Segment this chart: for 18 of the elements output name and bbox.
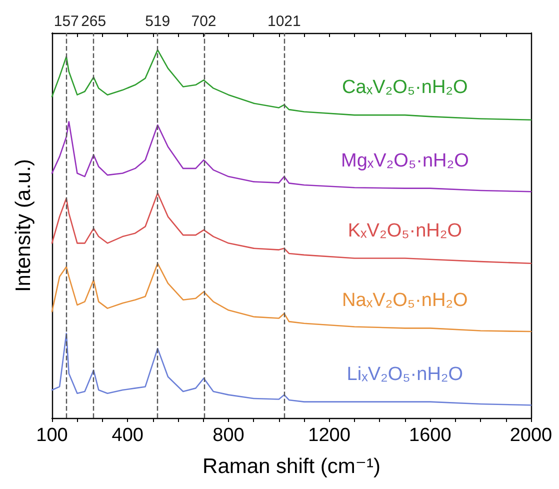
series-label: KₓV₂O₅·nH₂O xyxy=(348,220,462,242)
x-tick-label: 400 xyxy=(112,425,144,446)
ref-line-label: 157 xyxy=(54,13,79,30)
ref-line-label: 265 xyxy=(81,13,106,30)
ref-line-label: 1021 xyxy=(268,13,301,30)
series-label: MgₓV₂O₅·nH₂O xyxy=(341,150,469,172)
x-tick-label: 1600 xyxy=(409,425,452,446)
x-tick-label: 2000 xyxy=(510,425,552,446)
x-tick-label: 100 xyxy=(36,425,68,446)
ref-line-label: 702 xyxy=(191,13,216,30)
y-axis-title: Intensity (a.u.) xyxy=(12,158,35,292)
x-tick-label: 800 xyxy=(212,425,244,446)
x-tick-label: 1200 xyxy=(308,425,350,446)
ref-line-label: 519 xyxy=(145,13,170,30)
series-label: NaₓV₂O₅·nH₂O xyxy=(342,290,468,312)
series-label: CaₓV₂O₅·nH₂O xyxy=(342,77,468,98)
x-axis-title: Raman shift (cm⁻¹) xyxy=(202,455,380,478)
series-label: LiₓV₂O₅·nH₂O xyxy=(346,364,464,385)
